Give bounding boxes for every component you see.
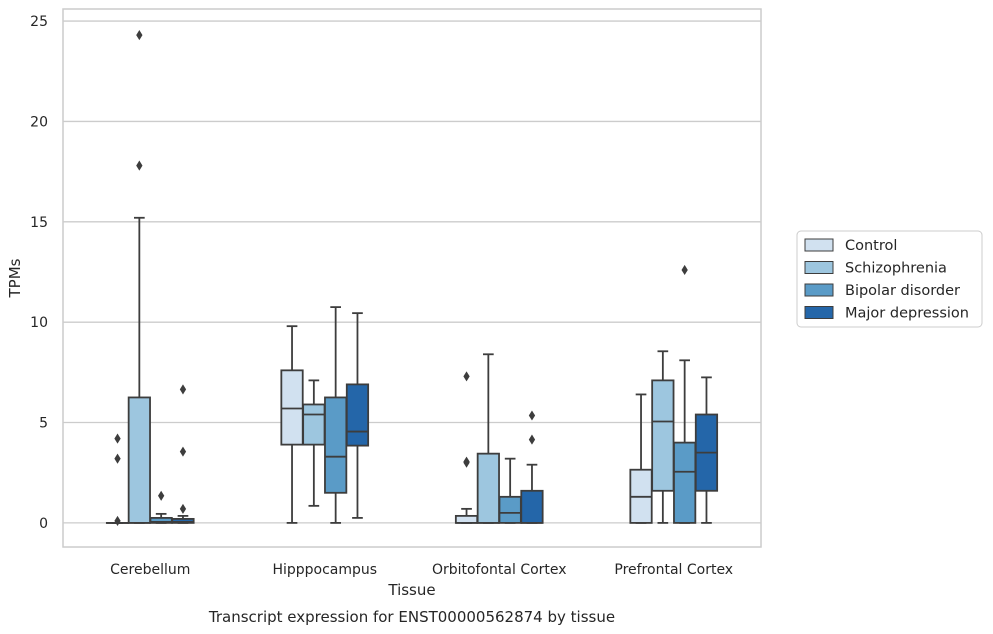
outlier-point xyxy=(463,371,470,382)
y-tick-label: 25 xyxy=(30,14,48,30)
outlier-point xyxy=(463,456,470,467)
x-tick-label: Prefrontal Cortex xyxy=(614,562,733,578)
outlier-point xyxy=(114,515,121,526)
y-tick-label: 20 xyxy=(30,114,48,130)
legend-swatch xyxy=(804,283,834,297)
outlier-point xyxy=(179,503,187,514)
outlier-point xyxy=(179,384,187,395)
y-axis-ticks: 0 5 10 15 20 25 xyxy=(30,14,48,532)
chart-caption: Transcript expression for ENST0000056287… xyxy=(208,608,615,626)
box-iqr xyxy=(280,369,304,446)
box-iqr xyxy=(673,441,697,524)
legend-frame xyxy=(796,230,983,328)
box-group xyxy=(127,30,151,524)
box-group xyxy=(498,457,522,524)
outlier-point xyxy=(528,434,536,445)
box-iqr xyxy=(651,379,675,492)
box-iqr xyxy=(345,383,370,447)
outlier-point xyxy=(528,410,536,421)
outlier-point xyxy=(136,30,143,41)
legend-swatch xyxy=(804,306,834,319)
box-iqr xyxy=(302,403,326,446)
x-tick-label: Orbitofontal Cortex xyxy=(432,562,567,578)
legend: Control Schizophrenia Bipolar disorder Majo… xyxy=(796,230,983,328)
box-group xyxy=(520,410,544,524)
box-group xyxy=(673,264,697,524)
legend-label: Schizophrenia xyxy=(845,261,947,277)
outlier-point xyxy=(114,433,121,444)
legend-swatch xyxy=(804,238,834,252)
y-tick-label: 5 xyxy=(39,416,48,432)
y-tick-label: 15 xyxy=(30,215,48,231)
y-axis-title: TPMs xyxy=(6,258,24,298)
box-group xyxy=(629,393,653,524)
box-group xyxy=(454,371,479,524)
box-group xyxy=(302,379,326,507)
outlier-point xyxy=(681,264,688,276)
box-group xyxy=(476,353,500,524)
box-group xyxy=(171,384,195,524)
box-iqr xyxy=(127,396,151,524)
legend-label: Bipolar disorder xyxy=(845,283,960,299)
outlier-point xyxy=(136,160,143,171)
box-group xyxy=(105,433,130,526)
x-tick-label: Hipppocampus xyxy=(272,562,377,578)
y-tick-label: 10 xyxy=(30,315,48,331)
box-group xyxy=(149,490,173,524)
legend-label: Control xyxy=(845,238,897,254)
box-iqr xyxy=(520,489,544,524)
box-iqr xyxy=(476,452,500,524)
box-group xyxy=(280,325,304,524)
box-series xyxy=(105,30,719,526)
x-tick-label: Cerebellum xyxy=(110,562,190,578)
legend-label: Major depression xyxy=(845,306,969,322)
box-group xyxy=(694,376,719,524)
plot-area-frame xyxy=(62,8,762,548)
outlier-point xyxy=(179,446,187,457)
box-iqr xyxy=(454,514,479,524)
y-tick-label: 0 xyxy=(39,516,48,532)
legend-swatch xyxy=(804,261,834,274)
x-axis-ticks: Cerebellum Hipppocampus Orbitofontal Corte… xyxy=(110,562,733,578)
box-iqr xyxy=(324,396,348,494)
box-group xyxy=(651,350,675,524)
x-axis-title: Tissue xyxy=(387,581,435,599)
outlier-point xyxy=(158,490,165,501)
box-group xyxy=(324,306,348,524)
box-iqr xyxy=(498,495,522,524)
box-iqr xyxy=(171,517,195,524)
outlier-point xyxy=(114,453,121,464)
box-group xyxy=(345,312,370,519)
